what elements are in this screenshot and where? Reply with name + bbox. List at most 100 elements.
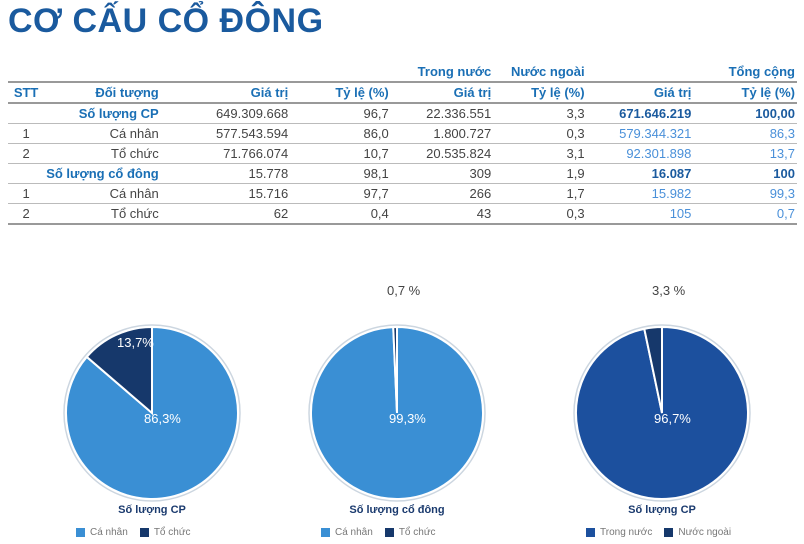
- chart-legend: Trong nước Nước ngoài: [586, 527, 731, 538]
- cell-c3: 20.535.824: [390, 144, 494, 164]
- legend-swatch: [586, 527, 595, 537]
- page-title: CƠ CẤU CỔ ĐÔNG: [8, 2, 324, 40]
- data-label-major: 99,3%: [389, 411, 426, 426]
- cell-name: Số lượng CP: [44, 104, 161, 124]
- cell-c2: 96,7: [290, 104, 391, 124]
- legend-item: Tổ chức: [139, 527, 191, 538]
- cell-stt: [8, 164, 45, 184]
- legend-label: Nước ngoài: [678, 527, 732, 538]
- cell-c4: 3,3: [493, 104, 587, 124]
- cell-c3: 1.800.727: [390, 124, 494, 144]
- legend-item: Tổ chức: [384, 527, 436, 538]
- table-row: Số lượng CP 649.309.668 96,7 22.336.551 3,3 6…: [8, 104, 797, 124]
- cell-c1: 71.766.074: [160, 144, 291, 164]
- legend-swatch: [321, 527, 330, 537]
- data-label-minor: 3,3 %: [652, 283, 686, 298]
- column-header: STT: [8, 83, 45, 104]
- pie-slice-tổ-chức: [85, 325, 153, 416]
- cell-c6: 100: [693, 164, 797, 184]
- pie-outline: [63, 324, 241, 502]
- cell-c1: 649.309.668: [160, 104, 291, 124]
- data-label-minor: 0,7 %: [387, 283, 421, 298]
- pie-slice-nước-ngoài: [643, 325, 663, 414]
- cell-c5: 15.982: [586, 184, 694, 204]
- chart-title: Số lượng CP: [628, 504, 696, 516]
- cell-c2: 86,0: [290, 124, 391, 144]
- table-row: Số lượng cổ đông 15.778 98,1 309 1,9 16.087 10…: [8, 164, 797, 184]
- data-label-major: 96,7%: [654, 411, 691, 426]
- cell-c4: 0,3: [493, 204, 587, 225]
- column-header: Giá trị: [390, 83, 494, 104]
- cell-c3: 22.336.551: [390, 104, 494, 124]
- cell-name: Tổ chức: [44, 144, 161, 164]
- legend-label: Cá nhân: [335, 527, 373, 538]
- cell-stt: 2: [8, 204, 45, 225]
- cell-c5: 579.344.321: [586, 124, 694, 144]
- legend-label: Trong nước: [600, 527, 653, 538]
- chart-title: Số lượng CP: [118, 504, 186, 516]
- column-header: Giá trị: [586, 83, 694, 104]
- column-header: Tỷ lệ (%): [290, 83, 391, 104]
- legend-item: Trong nước: [586, 527, 652, 538]
- column-header: Đối tượng: [44, 83, 161, 104]
- cell-c5: 16.087: [586, 164, 694, 184]
- table-row: 2 Tổ chức 62 0,4 43 0,3 105 0,7: [8, 204, 797, 225]
- cell-c2: 98,1: [290, 164, 391, 184]
- legend-swatch: [76, 527, 85, 537]
- cell-c4: 1,7: [493, 184, 587, 204]
- cell-c6: 86,3: [693, 124, 797, 144]
- pie-slice-cá-nhân: [65, 325, 239, 500]
- table-row: 1 Cá nhân 15.716 97,7 266 1,7 15.982 99,3: [8, 184, 797, 204]
- cell-c2: 97,7: [290, 184, 391, 204]
- column-header: Tỷ lệ (%): [693, 83, 797, 104]
- cell-c5: 671.646.219: [586, 104, 694, 124]
- column-header: Giá trị: [160, 83, 291, 104]
- cell-stt: 1: [8, 124, 45, 144]
- cell-stt: 2: [8, 144, 45, 164]
- cell-c1: 62: [160, 204, 291, 225]
- cell-c3: 309: [390, 164, 494, 184]
- cell-c3: 43: [390, 204, 494, 225]
- data-label-major: 86,3%: [144, 411, 181, 426]
- group-header-total: Tổng cộng: [693, 62, 797, 83]
- legend-swatch: [384, 527, 394, 537]
- table-row: 2 Tổ chức 71.766.074 10,7 20.535.824 3,1 92.30…: [8, 144, 797, 164]
- cell-c5: 105: [586, 204, 694, 225]
- cell-c6: 0,7: [693, 204, 797, 225]
- chart-legend: Cá nhân Tổ chức: [321, 527, 436, 538]
- table-row: 1 Cá nhân 577.543.594 86,0 1.800.727 0,3 579.3…: [8, 124, 797, 144]
- cell-name: Số lượng cổ đông: [44, 164, 161, 184]
- group-header-domestic: Trong nước: [390, 62, 494, 83]
- cell-c6: 13,7: [693, 144, 797, 164]
- cell-c1: 577.543.594: [160, 124, 291, 144]
- chart-legend: Cá nhân Tổ chức: [76, 527, 191, 538]
- cell-c5: 92.301.898: [586, 144, 694, 164]
- shareholder-table: Trong nước Nước ngoài Tổng cộng STT Đối t…: [8, 62, 797, 225]
- cell-stt: [8, 104, 45, 124]
- legend-swatch: [139, 527, 149, 537]
- cell-name: Tổ chức: [44, 204, 161, 225]
- cell-c6: 100,00: [693, 104, 797, 124]
- cell-c6: 99,3: [693, 184, 797, 204]
- pie-outline: [308, 324, 486, 502]
- cell-name: Cá nhân: [44, 124, 161, 144]
- group-header-foreign: Nước ngoài: [493, 62, 587, 83]
- legend-label: Tổ chức: [153, 527, 191, 538]
- cell-c4: 1,9: [493, 164, 587, 184]
- cell-c4: 3,1: [493, 144, 587, 164]
- data-label-minor: 13,7%: [117, 335, 154, 350]
- column-header: Tỷ lệ (%): [493, 83, 587, 104]
- legend-item: Cá nhân: [76, 527, 128, 538]
- legend-label: Cá nhân: [90, 527, 128, 538]
- cell-c1: 15.716: [160, 184, 291, 204]
- legend-item: Nước ngoài: [664, 527, 731, 538]
- cell-name: Cá nhân: [44, 184, 161, 204]
- cell-c1: 15.778: [160, 164, 291, 184]
- legend-swatch: [664, 527, 674, 537]
- chart-title: Số lượng cổ đông: [349, 504, 445, 516]
- cell-c4: 0,3: [493, 124, 587, 144]
- pie-outline: [573, 324, 751, 502]
- cell-stt: 1: [8, 184, 45, 204]
- cell-c3: 266: [390, 184, 494, 204]
